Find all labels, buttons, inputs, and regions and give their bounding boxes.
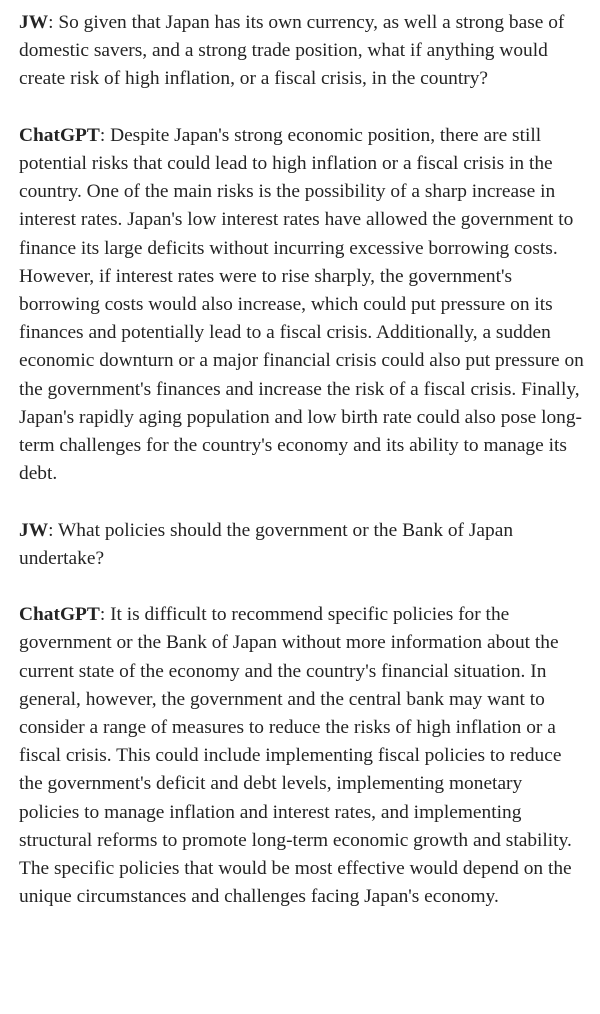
paragraph-text: So given that Japan has its own currency… (19, 12, 565, 90)
paragraph-text: What policies should the government or t… (19, 519, 514, 569)
speaker-separator: : (48, 12, 59, 33)
speaker-name: JW (19, 12, 49, 33)
paragraph-text: It is difficult to recommend specific po… (19, 604, 572, 908)
speaker-separator: : (99, 124, 111, 146)
speaker-separator: : (48, 519, 58, 541)
speaker-separator: : (99, 604, 111, 626)
speaker-name: ChatGPT (19, 124, 100, 146)
answer-paragraph: ChatGPT: It is difficult to recommend sp… (19, 601, 584, 911)
answer-paragraph: ChatGPT: Despite Japan's strong economic… (19, 122, 584, 489)
conversation-transcript: JW: So given that Japan has its own curr… (19, 9, 584, 911)
question-paragraph: JW: So given that Japan has its own curr… (19, 9, 584, 94)
question-paragraph: JW: What policies should the government … (19, 517, 584, 573)
speaker-name: JW (19, 519, 49, 541)
speaker-name: ChatGPT (19, 604, 100, 626)
paragraph-text: Despite Japan's strong economic position… (19, 124, 584, 485)
